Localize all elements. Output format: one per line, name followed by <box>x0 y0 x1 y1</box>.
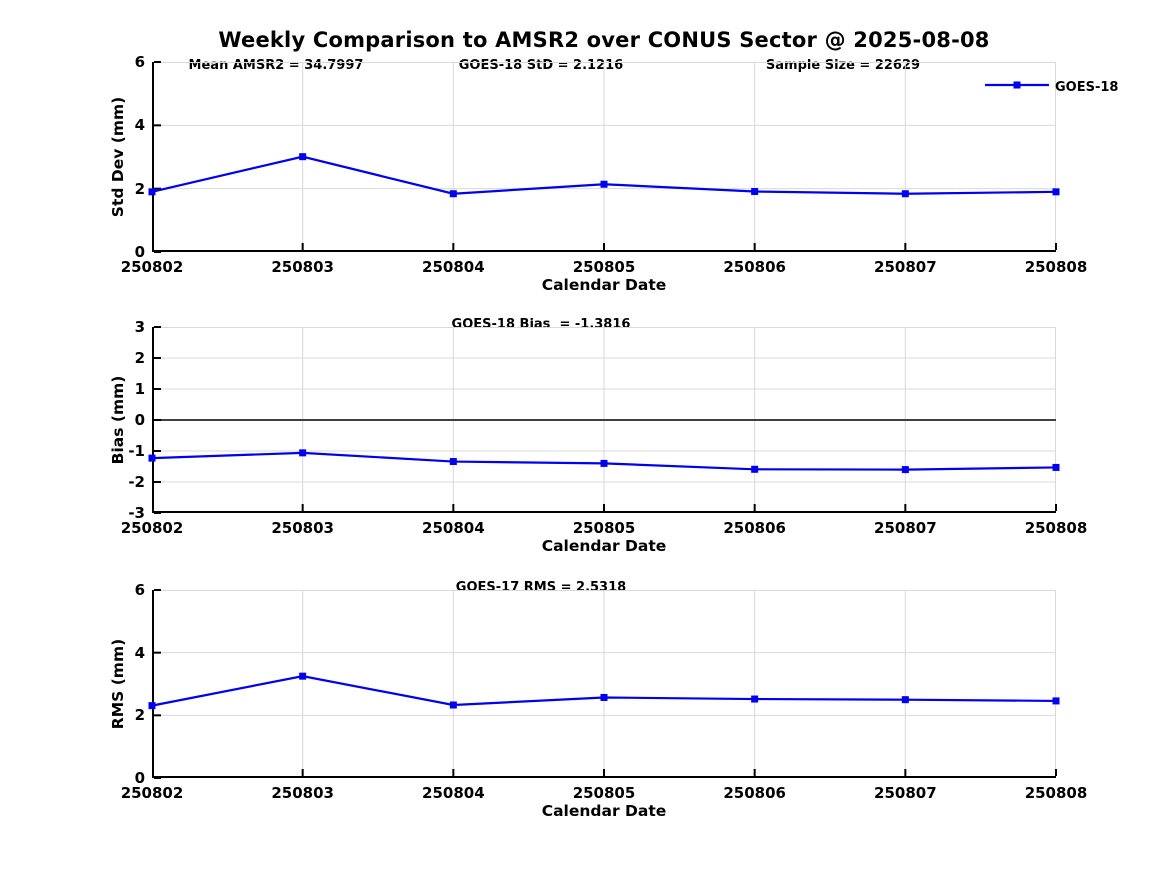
y-tick-label: 2 <box>134 706 145 725</box>
xlabel-calendar-date-1: Calendar Date <box>541 276 667 294</box>
annotation-sample-size: Sample Size = 22629 <box>765 58 921 73</box>
x-tick-label: 250804 <box>422 258 485 276</box>
plot-canvas <box>148 326 1060 514</box>
plot-canvas <box>148 61 1060 253</box>
chart-title: Weekly Comparison to AMSR2 over CONUS Se… <box>218 28 990 52</box>
x-tick-label: 250802 <box>120 784 184 802</box>
y-tick-label: 0 <box>134 769 145 787</box>
annotation-goes17-rms: GOES-17 RMS = 2.5318 <box>455 580 627 595</box>
stddev-plot-area: 250802 250803 250804 250805 250806 250807 2508… <box>121 53 1088 276</box>
ylabel-bias: Bias (mm) <box>109 375 127 465</box>
annotation-goes18-bias: GOES-18 Bias = -1.3816 <box>451 317 631 332</box>
x-tick-label: 250803 <box>271 784 334 802</box>
y-tick-label: 3 <box>134 318 145 336</box>
ylabel-std-dev: Std Dev (mm) <box>109 96 127 218</box>
bias-plot-area: 250802 250803 250804 250805 250806 250807 2508… <box>121 318 1088 537</box>
xlabel-calendar-date-3: Calendar Date <box>541 802 667 820</box>
plot-canvas <box>148 589 1060 779</box>
y-tick-label: -2 <box>128 473 145 491</box>
y-tick-label: 6 <box>134 581 145 599</box>
y-tick-label: 4 <box>134 116 145 135</box>
legend-line-sample <box>985 79 1049 95</box>
rms-plot-area: 250802 250803 250804 250805 250806 250807 2508… <box>121 581 1088 802</box>
x-tick-label: 250808 <box>1024 258 1088 276</box>
y-tick-label: 0 <box>134 411 145 429</box>
x-tick-label: 250805 <box>572 519 636 537</box>
legend-line-icon <box>985 81 1049 89</box>
annotation-mean-amsr2: Mean AMSR2 = 34.7997 <box>188 58 364 73</box>
x-tick-label: 250802 <box>120 519 184 537</box>
legend-label: GOES-18 <box>1055 79 1119 95</box>
x-tick-label: 250804 <box>422 519 485 537</box>
x-tick-label: 250806 <box>723 519 786 537</box>
x-tick-label: 250808 <box>1024 519 1088 537</box>
ylabel-rms: RMS (mm) <box>109 638 127 730</box>
legend: GOES-18 <box>985 79 1118 95</box>
y-tick-label: 2 <box>134 349 145 367</box>
x-tick-label: 250807 <box>874 258 937 276</box>
annotation-goes18-std: GOES-18 StD = 2.1216 <box>458 58 624 73</box>
y-tick-label: -3 <box>128 504 145 522</box>
x-tick-label: 250805 <box>572 784 636 802</box>
x-tick-label: 250803 <box>271 519 334 537</box>
y-tick-label: 1 <box>134 380 145 398</box>
y-tick-label: 4 <box>134 643 145 662</box>
xlabel-calendar-date-2: Calendar Date <box>541 537 667 555</box>
x-tick-label: 250804 <box>422 784 485 802</box>
x-tick-label: 250808 <box>1024 784 1088 802</box>
y-tick-label: 6 <box>134 53 145 71</box>
x-tick-label: 250806 <box>723 784 786 802</box>
y-tick-label: 0 <box>134 243 145 261</box>
x-tick-label: 250807 <box>874 784 937 802</box>
y-tick-label: -1 <box>128 442 145 460</box>
x-tick-label: 250806 <box>723 258 786 276</box>
x-tick-label: 250803 <box>271 258 334 276</box>
x-tick-label: 250802 <box>120 258 184 276</box>
x-tick-label: 250807 <box>874 519 937 537</box>
x-tick-label: 250805 <box>572 258 636 276</box>
y-tick-label: 2 <box>134 179 145 198</box>
